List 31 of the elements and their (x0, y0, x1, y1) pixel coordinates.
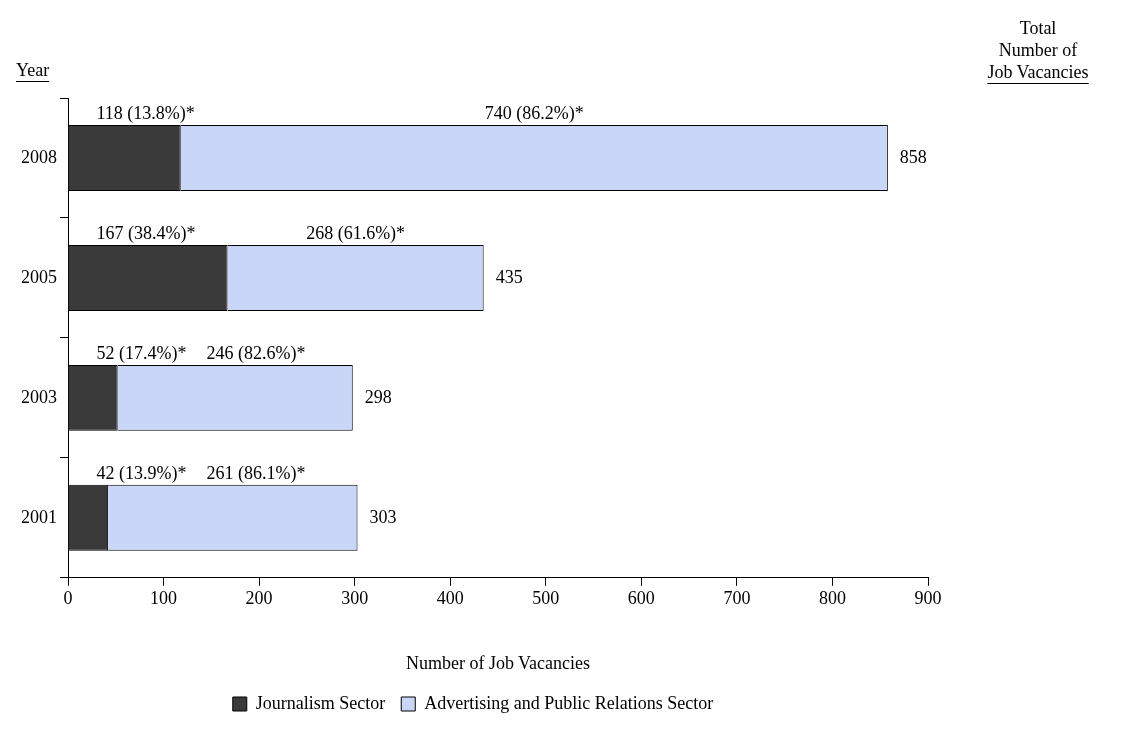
total-label: 435 (495, 266, 523, 287)
text: Total Number of Job Vacancies (987, 17, 1089, 82)
total-label: 858 (899, 146, 927, 167)
total-label: 303 (369, 506, 397, 527)
data-label: 167 (38.4%)* (96, 222, 196, 244)
x-tick-label: 0 (63, 588, 73, 609)
x-tick-label: 800 (818, 588, 846, 609)
x-tick-label: 300 (341, 588, 369, 609)
data-label: 261 (86.1%)* (206, 462, 306, 484)
data-label: 42 (13.9%)* (96, 462, 187, 484)
x-tick-label: 600 (627, 588, 655, 609)
x-axis-title: Number of Job Vacancies (405, 652, 591, 673)
y-tick-label: 2008 (21, 146, 57, 167)
data-label: 268 (61.6%)* (306, 222, 406, 244)
y-tick-label: 2005 (21, 266, 57, 287)
x-tick-label: 400 (436, 588, 464, 609)
x-tick-label: 200 (245, 588, 273, 609)
legend-label: Journalism Sector (255, 692, 386, 713)
total-label: 298 (364, 386, 392, 407)
x-tick-label: 500 (532, 588, 560, 609)
y-tick-label: 2003 (21, 386, 57, 407)
y-tick-label: 2001 (21, 506, 57, 527)
data-label: 740 (86.2%)* (484, 102, 584, 124)
data-label: 246 (82.6%)* (206, 342, 306, 364)
y-axis-title: Year (16, 59, 50, 80)
x-tick-label: 100 (150, 588, 178, 609)
legend-label: Advertising and Public Relations Sector (424, 692, 714, 713)
x-tick-label: 700 (723, 588, 751, 609)
x-tick-label: 900 (914, 588, 942, 609)
data-label: 52 (17.4%)* (96, 342, 187, 364)
data-label: 118 (13.8%)* (96, 102, 195, 124)
